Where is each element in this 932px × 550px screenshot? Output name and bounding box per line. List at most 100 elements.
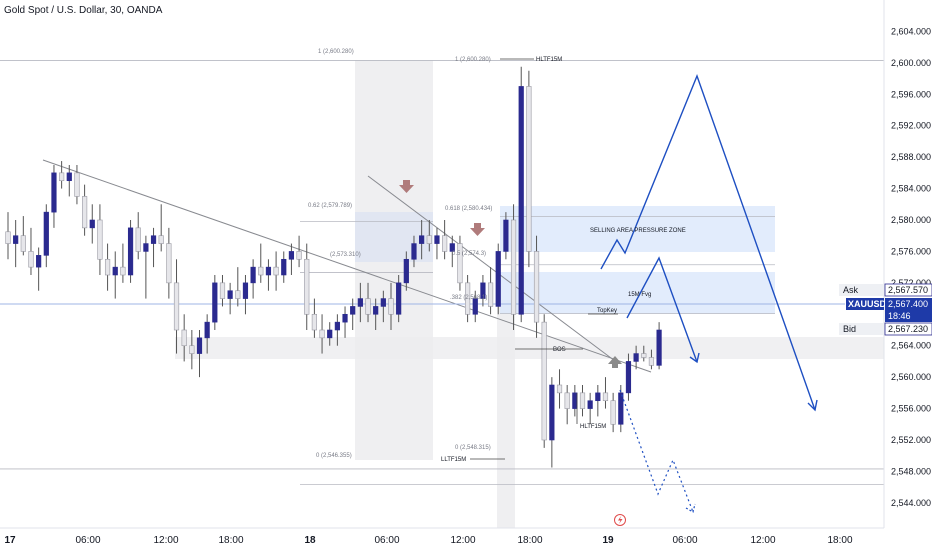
price-tick-2: 2,548.000 — [891, 466, 931, 476]
candle-body-55 — [426, 235, 432, 244]
time-tick-5: 06:00 — [374, 535, 399, 546]
candle-body-41 — [319, 329, 325, 339]
htf-top-label: HLTF15M — [536, 57, 562, 63]
candle-body-12 — [97, 219, 103, 260]
candle-body-69 — [533, 251, 540, 323]
ask-price: 2,567.570 — [888, 285, 928, 295]
candle-body-26 — [204, 321, 210, 339]
fib-label-mid-left: (2,573.310) — [330, 252, 361, 258]
candle-body-37 — [288, 251, 295, 260]
symbol-tag[interactable] — [846, 298, 884, 310]
candle-body-21 — [166, 243, 172, 284]
candle-body-74 — [572, 392, 578, 409]
fib-label-top-left: 1 (2,600.280) — [318, 49, 354, 55]
candle-body-32 — [250, 266, 256, 284]
fvg-zone-box — [500, 272, 775, 314]
price-tick-3: 2,552.000 — [891, 435, 931, 445]
candle-body-75 — [579, 392, 586, 409]
candle-body-40 — [311, 313, 318, 331]
candle-body-9 — [74, 172, 80, 197]
candle-body-15 — [120, 266, 126, 276]
candle-body-1 — [13, 235, 19, 244]
ask-price-badge — [884, 283, 932, 297]
time-axis-bg — [0, 528, 932, 550]
candles — [5, 66, 662, 468]
candle-body-46 — [357, 298, 363, 307]
candle-body-54 — [419, 235, 425, 244]
time-tick-0: 17 — [4, 535, 16, 546]
fib-label-62-left: 0.62 (2,579.789) — [308, 203, 352, 209]
lightning-icon[interactable] — [614, 514, 626, 526]
candle-body-50 — [388, 298, 394, 315]
price-tick-12: 2,588.000 — [891, 152, 931, 162]
candle-body-20 — [158, 235, 164, 244]
fib-label-zero-left: 0 (2,546.355) — [316, 453, 352, 459]
candle-body-22 — [173, 282, 180, 331]
candle-body-57 — [442, 235, 448, 252]
candle-body-7 — [59, 172, 65, 182]
candle-body-81 — [625, 361, 632, 394]
time-tick-2: 12:00 — [153, 535, 178, 546]
candle-body-11 — [89, 219, 95, 229]
candle-body-52 — [403, 258, 409, 284]
candle-body-13 — [104, 258, 111, 276]
price-tick-10: 2,580.000 — [891, 215, 931, 225]
candle-body-65 — [503, 219, 509, 252]
pullback-trendline — [367, 175, 616, 362]
bar-countdown: 18:46 — [888, 311, 911, 321]
candle-body-4 — [36, 255, 42, 268]
candle-body-23 — [181, 329, 187, 347]
price-tick-6: 2,564.000 — [891, 341, 931, 351]
candle-body-25 — [196, 337, 203, 354]
candle-body-64 — [495, 251, 501, 307]
trendlines — [0, 159, 845, 373]
price-tick-1: 2,544.000 — [891, 498, 931, 508]
candle-body-14 — [112, 266, 118, 276]
last-price-badge — [885, 298, 932, 322]
annotation-labels: Gold Spot / U.S. Dollar, 30, OANDA 1 (2,… — [4, 5, 686, 463]
candle-body-16 — [127, 227, 134, 276]
price-tick-4: 2,556.000 — [891, 404, 931, 414]
candle-body-3 — [28, 251, 34, 268]
candle-body-62 — [480, 282, 486, 299]
level-lines — [0, 60, 884, 485]
candle-body-5 — [43, 211, 49, 256]
candle-body-0 — [5, 231, 11, 244]
projection-path-dotted — [619, 389, 694, 513]
bid-tag-label: Bid — [843, 324, 856, 334]
time-tick-labels: 17 06:00 12:00 18:00 18 06:00 12:00 18:00 19 06:0… — [4, 535, 853, 546]
candle-body-53 — [411, 243, 417, 260]
price-tick-labels: 2,544.000 2,548.000 2,552.000 2,556.000 2,56… — [891, 26, 931, 507]
candle-body-29 — [227, 290, 233, 299]
candle-body-70 — [541, 321, 547, 441]
candle-body-2 — [20, 235, 26, 252]
hltf-low-label: HLTF15M — [580, 424, 606, 430]
projections — [600, 74, 818, 513]
time-tick-8: 19 — [602, 535, 614, 546]
candle-body-17 — [135, 227, 141, 252]
candle-body-8 — [66, 172, 72, 182]
fvg-label: 15M Fvg — [628, 292, 651, 298]
candle-body-76 — [587, 400, 593, 409]
candle-body-39 — [304, 258, 310, 315]
session-shade-2 — [497, 300, 515, 540]
fib-label-zero: 0 (2,548.315) — [455, 445, 491, 451]
down-arrow-marker-1 — [399, 180, 414, 193]
selling-zone-label: SELLING AREA PRESSURE ZONE — [590, 228, 686, 234]
candle-body-82 — [633, 353, 639, 362]
candle-body-42 — [327, 329, 333, 339]
time-tick-10: 12:00 — [750, 535, 775, 546]
lltf-label: LLTF15M — [441, 457, 466, 463]
up-arrow-marker — [608, 356, 622, 368]
topkey-label: TopKey — [597, 308, 617, 314]
time-tick-1: 06:00 — [75, 535, 100, 546]
candle-body-6 — [51, 172, 57, 213]
projection-path-1 — [600, 74, 816, 411]
fib-label-382: .382 (2,568.1) — [450, 295, 487, 301]
time-tick-11: 18:00 — [827, 535, 852, 546]
bid-price-badge — [884, 322, 932, 336]
candle-body-48 — [373, 306, 379, 315]
candle-body-33 — [258, 266, 264, 276]
